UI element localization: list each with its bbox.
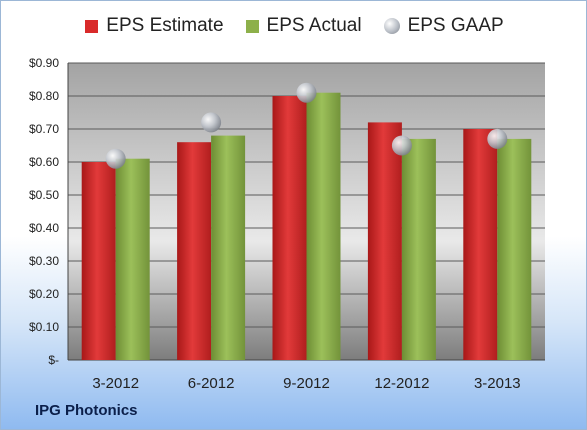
- bar-eps-estimate: [177, 142, 212, 360]
- bar-eps-estimate: [81, 162, 116, 360]
- legend: EPS Estimate EPS Actual EPS GAAP: [1, 15, 586, 37]
- bar-eps-estimate: [463, 129, 498, 360]
- legend-item-estimate: EPS Estimate: [85, 15, 224, 37]
- bar-eps-estimate: [272, 96, 307, 360]
- point-eps-gaap: [296, 82, 317, 103]
- company-label: IPG Photonics: [35, 402, 138, 419]
- y-tick-label: $0.80: [29, 89, 59, 103]
- bar-eps-actual: [115, 158, 150, 360]
- point-eps-gaap: [391, 135, 412, 156]
- y-tick-label: $0.20: [29, 287, 59, 301]
- legend-label-estimate: EPS Estimate: [106, 15, 224, 36]
- y-tick-label: $0.70: [29, 122, 59, 136]
- y-tick-label: $0.90: [29, 56, 59, 70]
- bar-eps-actual: [306, 92, 341, 360]
- bar-eps-actual: [211, 135, 246, 360]
- x-tick-label: 12-2012: [374, 375, 429, 392]
- point-eps-gaap: [487, 128, 508, 149]
- x-tick-label: 3-2012: [92, 375, 139, 392]
- point-eps-gaap: [201, 112, 222, 133]
- legend-label-gaap: EPS GAAP: [407, 15, 504, 36]
- legend-swatch-gaap: [383, 18, 400, 34]
- point-eps-gaap: [105, 148, 126, 169]
- bar-eps-estimate: [367, 122, 402, 361]
- legend-swatch-actual: [245, 19, 259, 33]
- x-tick-label: 6-2012: [188, 375, 235, 392]
- bar-eps-actual: [497, 138, 532, 360]
- y-tick-label: $0.10: [29, 320, 59, 334]
- legend-swatch-estimate: [85, 19, 99, 33]
- y-tick-label: $0.60: [29, 155, 59, 169]
- legend-item-actual: EPS Actual: [245, 15, 362, 37]
- y-tick-label: $0.30: [29, 254, 59, 268]
- legend-label-actual: EPS Actual: [266, 15, 362, 36]
- bar-eps-actual: [401, 138, 436, 360]
- y-tick-label: $0.40: [29, 221, 59, 235]
- x-tick-label: 9-2012: [283, 375, 330, 392]
- y-tick-label: $0.50: [29, 188, 59, 202]
- x-tick-label: 3-2013: [474, 375, 521, 392]
- y-tick-label: $-: [48, 353, 59, 367]
- legend-item-gaap: EPS GAAP: [383, 15, 504, 37]
